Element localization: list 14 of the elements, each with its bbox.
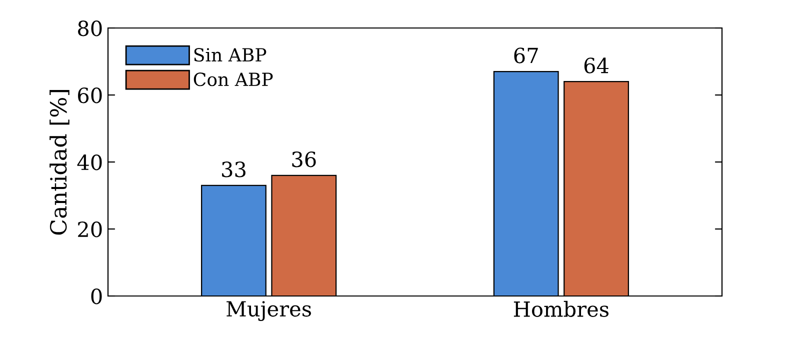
data-label: 64 [584,58,608,74]
y-tick-label: 0 [91,288,102,304]
y-tick-label: 20 [78,221,102,238]
data-label: 33 [222,161,246,178]
legend-label: Con ABP [194,72,273,86]
y-axis-title: Cantidad [%] [50,90,70,235]
y-tick-label: 40 [77,154,102,170]
legend-label: Sin ABP [194,48,266,62]
x-tick-label: Mujeres [226,301,311,322]
y-tick-label: 60 [78,87,102,104]
data-label: 67 [514,48,538,64]
x-tick-label: Hombres [514,300,609,317]
y-tick-label: 80 [78,20,102,36]
data-label: 36 [292,151,316,168]
